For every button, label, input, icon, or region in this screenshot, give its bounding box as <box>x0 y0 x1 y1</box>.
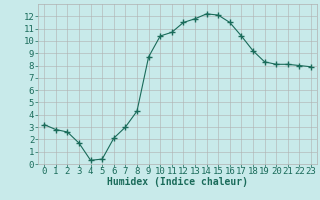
X-axis label: Humidex (Indice chaleur): Humidex (Indice chaleur) <box>107 177 248 187</box>
